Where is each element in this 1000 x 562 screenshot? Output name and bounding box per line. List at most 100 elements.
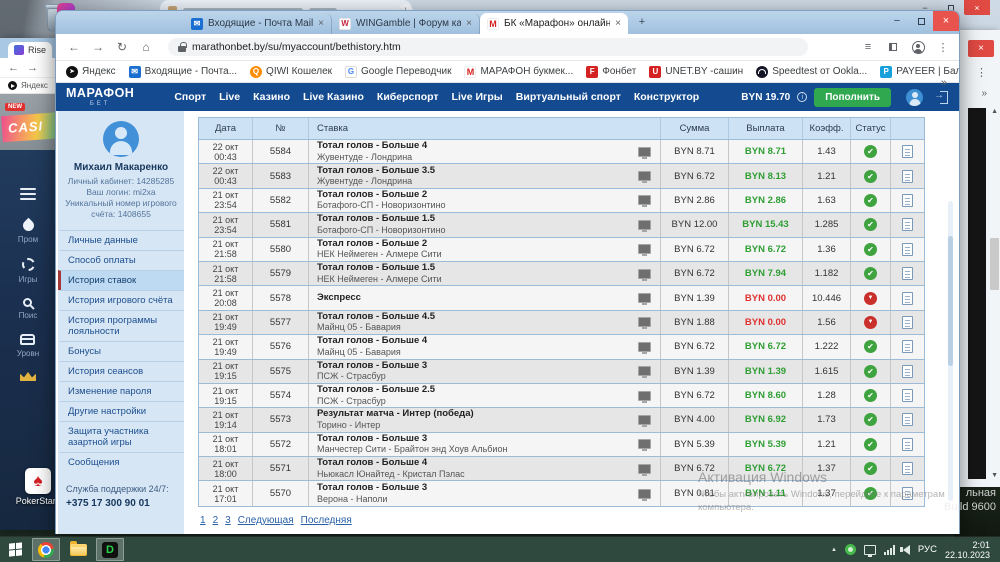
- account-avatar-icon[interactable]: [906, 88, 923, 106]
- receipt-icon[interactable]: [902, 169, 913, 183]
- back-button[interactable]: ←: [68, 40, 80, 54]
- casino-level-item[interactable]: Уровн: [17, 334, 39, 358]
- taskbar-d-app-button[interactable]: D: [96, 538, 124, 561]
- bet-details-icon[interactable]: [638, 171, 651, 184]
- pagination-link[interactable]: Последняя: [300, 514, 352, 526]
- receipt-icon[interactable]: [902, 291, 913, 305]
- antivirus-tray-icon[interactable]: [844, 544, 856, 555]
- casino-promo-item[interactable]: Пром: [18, 217, 38, 244]
- bet-details-icon[interactable]: [638, 366, 651, 379]
- nav-item[interactable]: Киберспорт: [376, 91, 439, 103]
- right-window-close-button[interactable]: ×: [968, 40, 994, 57]
- receipt-icon[interactable]: [902, 437, 913, 451]
- receipt-icon[interactable]: [902, 389, 913, 403]
- nav-item[interactable]: Live Игры: [451, 91, 503, 103]
- info-icon[interactable]: i: [797, 92, 808, 102]
- tray-expand-icon[interactable]: ▲: [830, 546, 837, 553]
- taskbar-explorer-button[interactable]: [64, 538, 92, 561]
- side-panel-icon[interactable]: [885, 39, 901, 55]
- bookmark-item[interactable]: МАРАФОН букмек...: [464, 65, 573, 78]
- nav-item[interactable]: Конструктор: [633, 91, 700, 103]
- casino-back-button[interactable]: ←: [8, 61, 19, 74]
- page-scrollbar-thumb[interactable]: [948, 236, 953, 366]
- sidebar-menu-item[interactable]: Личные данные: [58, 230, 184, 250]
- background-close-button[interactable]: ×: [964, 0, 990, 15]
- receipt-icon[interactable]: [902, 315, 913, 329]
- scroll-down-arrow[interactable]: ▼: [991, 472, 998, 479]
- taskbar-chrome-button[interactable]: [32, 538, 60, 561]
- maximize-button[interactable]: [909, 11, 933, 31]
- home-button[interactable]: ⌂: [142, 40, 150, 54]
- sidebar-menu-item[interactable]: История сеансов: [58, 361, 184, 381]
- language-indicator[interactable]: РУС: [917, 544, 937, 555]
- logout-icon[interactable]: [934, 90, 949, 104]
- bet-details-icon[interactable]: [638, 244, 651, 257]
- bookmark-item[interactable]: UNET.BY -сашин: [649, 65, 743, 78]
- minimize-button[interactable]: −: [893, 15, 901, 27]
- browser-tab[interactable]: БК «Марафон» онлайн букмеке ×: [480, 13, 628, 34]
- nav-item[interactable]: Live: [219, 91, 241, 103]
- right-window-overflow-icon[interactable]: »: [981, 88, 987, 99]
- bookmark-item[interactable]: Входящие - Почта...: [128, 65, 237, 78]
- tab-close-icon[interactable]: ×: [318, 18, 324, 29]
- bet-details-icon[interactable]: [638, 463, 651, 476]
- bookmark-item[interactable]: Google Переводчик: [345, 65, 451, 78]
- casino-search-item[interactable]: Поис: [19, 298, 37, 320]
- browser-tab[interactable]: Входящие - Почта Mail.ru ×: [184, 13, 332, 34]
- pokerstars-desktop-icon[interactable]: ♠ PokerStars: [10, 468, 66, 506]
- sidebar-menu-item[interactable]: Способ оплаты: [58, 250, 184, 270]
- bet-details-icon[interactable]: [638, 439, 651, 452]
- bet-details-icon[interactable]: [638, 414, 651, 427]
- receipt-icon[interactable]: [902, 218, 913, 232]
- nav-item[interactable]: Спорт: [174, 91, 207, 103]
- sidebar-menu-item[interactable]: История ставок: [58, 270, 184, 290]
- browser-menu-icon[interactable]: ⋮: [937, 41, 949, 54]
- background-minimize-button[interactable]: −: [922, 2, 928, 13]
- receipt-icon[interactable]: [902, 487, 913, 501]
- reload-button[interactable]: ↻: [116, 40, 128, 54]
- receipt-icon[interactable]: [902, 267, 913, 281]
- bet-details-icon[interactable]: [638, 195, 651, 208]
- sidebar-menu-item[interactable]: Другие настройки: [58, 401, 184, 421]
- bet-details-icon[interactable]: [638, 219, 651, 232]
- receipt-icon[interactable]: [902, 145, 913, 159]
- nav-item[interactable]: Виртуальный спорт: [515, 91, 621, 103]
- profile-icon[interactable]: [910, 39, 926, 55]
- tab-close-icon[interactable]: ×: [466, 18, 472, 29]
- page-scrollbar[interactable]: [948, 201, 953, 501]
- casino-tab[interactable]: Rise: [8, 42, 53, 58]
- start-button[interactable]: [0, 537, 30, 562]
- right-scrollbar-thumb[interactable]: [990, 238, 999, 290]
- receipt-icon[interactable]: [902, 462, 913, 476]
- marathon-logo[interactable]: МАРАФОН БЕТ: [66, 86, 135, 107]
- bookmark-item[interactable]: Фонбет: [586, 65, 636, 78]
- bookmark-item[interactable]: Яндекс: [66, 65, 116, 78]
- signal-tray-icon[interactable]: [883, 544, 895, 555]
- nav-item[interactable]: Казино: [253, 91, 291, 103]
- bookmark-item[interactable]: QIWI Кошелек: [250, 65, 332, 78]
- bet-details-icon[interactable]: [638, 268, 651, 281]
- browser-tab[interactable]: WINGamble | Форум казино, по ×: [332, 13, 480, 34]
- new-tab-button[interactable]: +: [638, 16, 646, 28]
- network-tray-icon[interactable]: [863, 544, 876, 557]
- receipt-icon[interactable]: [902, 193, 913, 207]
- bet-details-icon[interactable]: [638, 390, 651, 403]
- scroll-up-arrow[interactable]: ▲: [991, 108, 998, 115]
- sidebar-menu-item[interactable]: Изменение пароля: [58, 381, 184, 401]
- sidebar-menu-item[interactable]: Сообщения: [58, 452, 184, 472]
- sidebar-menu-item[interactable]: Бонусы: [58, 341, 184, 361]
- receipt-icon[interactable]: [902, 242, 913, 256]
- bookmarks-overflow-icon[interactable]: »: [940, 77, 947, 89]
- casino-games-item[interactable]: Игры: [19, 258, 37, 284]
- bet-details-icon[interactable]: [638, 293, 651, 306]
- casino-forward-button[interactable]: →: [27, 61, 38, 74]
- sidebar-menu-item[interactable]: История программы лояльности: [58, 310, 184, 341]
- bet-details-icon[interactable]: [638, 488, 651, 501]
- hamburger-menu-icon[interactable]: [20, 188, 36, 200]
- casino-bookmark[interactable]: Яндекс: [0, 78, 56, 94]
- bet-details-icon[interactable]: [638, 146, 651, 159]
- pagination-link[interactable]: Следующая: [237, 514, 294, 526]
- bet-details-icon[interactable]: [638, 341, 651, 354]
- taskbar-clock[interactable]: 2:01 22.10.2023: [944, 539, 990, 560]
- forward-button[interactable]: →: [92, 40, 104, 54]
